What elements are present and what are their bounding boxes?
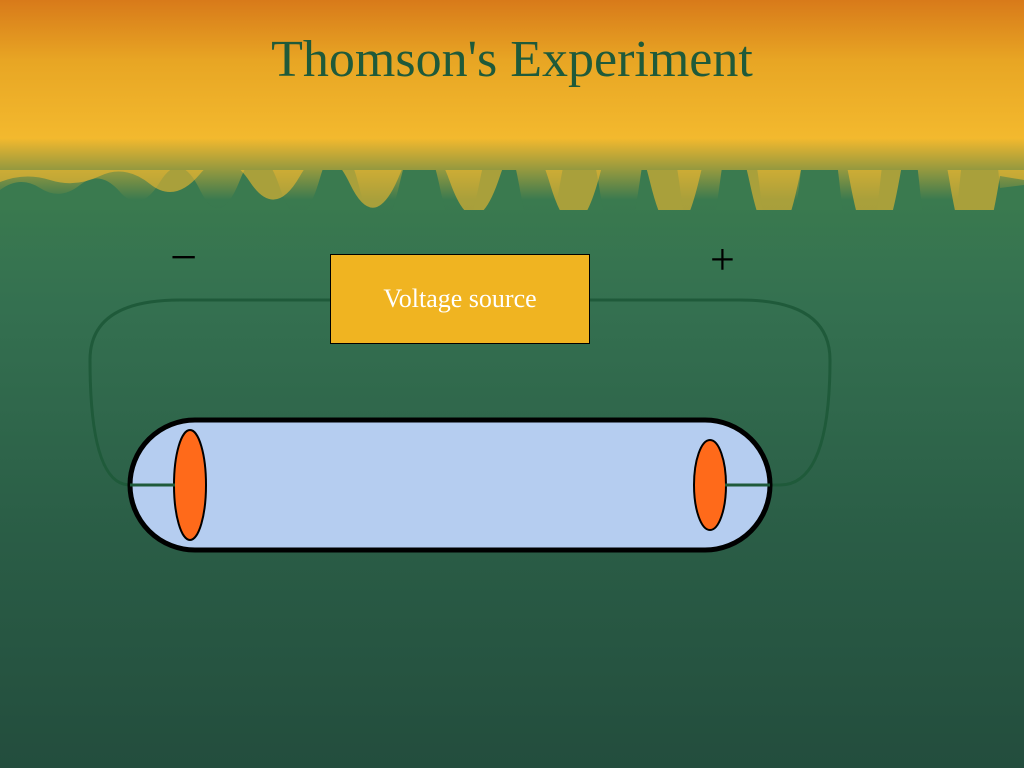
voltage-source-box: Voltage source [330,254,590,344]
slide-title: Thomson's Experiment [0,30,1024,89]
cathode-electrode [174,430,206,540]
anode-electrode [694,440,726,530]
slide: Thomson's Experiment − + [0,0,1024,768]
experiment-diagram: − + Voltage source [60,230,920,630]
cathode-ray-tube [130,420,770,550]
torn-edge-decoration [0,170,1024,210]
